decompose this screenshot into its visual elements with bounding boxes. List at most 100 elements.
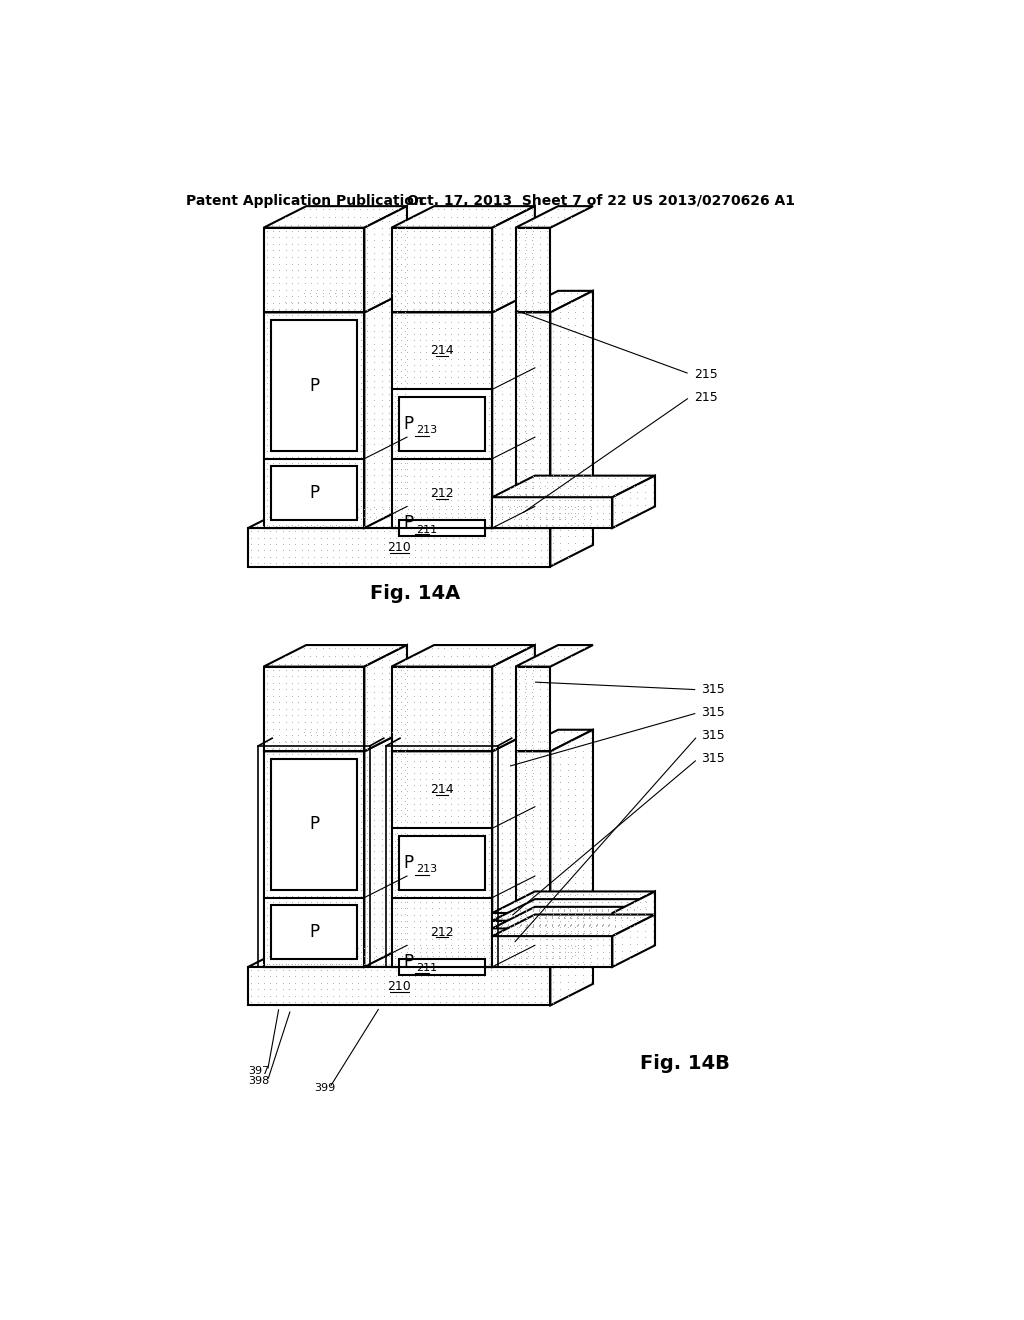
- Point: [455, 282, 471, 304]
- Point: [529, 300, 546, 321]
- Point: [424, 874, 440, 895]
- Point: [396, 211, 413, 232]
- Point: [386, 416, 402, 437]
- Point: [475, 422, 492, 444]
- Point: [303, 692, 319, 713]
- Point: [569, 935, 586, 956]
- Point: [331, 966, 347, 987]
- Point: [524, 694, 541, 715]
- Point: [545, 965, 561, 986]
- Point: [456, 502, 472, 523]
- Point: [545, 873, 561, 894]
- Point: [337, 945, 353, 966]
- Point: [386, 916, 402, 937]
- Point: [317, 507, 334, 528]
- Point: [399, 496, 416, 517]
- Point: [344, 960, 360, 981]
- Point: [530, 477, 547, 498]
- Point: [509, 389, 525, 411]
- Point: [543, 653, 559, 675]
- Point: [545, 772, 561, 793]
- Point: [382, 533, 398, 554]
- Point: [509, 816, 525, 837]
- Point: [346, 198, 362, 219]
- Point: [367, 898, 383, 919]
- Point: [462, 478, 478, 499]
- Point: [294, 973, 310, 994]
- Point: [268, 533, 285, 554]
- Point: [425, 937, 441, 958]
- Point: [406, 781, 422, 803]
- Point: [560, 859, 577, 880]
- Point: [302, 282, 318, 304]
- Point: [520, 966, 537, 987]
- Point: [393, 253, 410, 275]
- Point: [340, 929, 356, 950]
- Point: [560, 891, 577, 912]
- Point: [575, 923, 592, 944]
- Point: [487, 515, 504, 536]
- Point: [487, 515, 504, 536]
- Point: [271, 385, 288, 407]
- Point: [512, 502, 528, 523]
- Point: [517, 701, 534, 722]
- Point: [374, 777, 390, 799]
- Point: [381, 499, 397, 520]
- Point: [290, 867, 306, 888]
- Point: [374, 923, 390, 944]
- Point: [475, 330, 492, 351]
- Point: [462, 781, 478, 803]
- Point: [436, 300, 453, 321]
- Point: [539, 923, 555, 944]
- Point: [494, 223, 510, 244]
- Point: [389, 841, 406, 862]
- Point: [612, 907, 629, 928]
- Point: [461, 206, 477, 227]
- Point: [265, 273, 282, 294]
- Point: [509, 649, 525, 671]
- Point: [544, 484, 560, 506]
- Point: [284, 253, 300, 275]
- Point: [545, 923, 561, 944]
- Point: [518, 484, 535, 506]
- Point: [567, 525, 584, 546]
- Point: [582, 915, 598, 936]
- Point: [450, 227, 466, 248]
- Point: [347, 446, 364, 467]
- Point: [399, 312, 416, 333]
- Point: [284, 465, 300, 486]
- Point: [524, 243, 541, 264]
- Point: [278, 335, 294, 356]
- Point: [424, 781, 440, 803]
- Point: [262, 973, 279, 994]
- Point: [539, 665, 555, 686]
- Point: [499, 915, 515, 936]
- Point: [574, 326, 591, 347]
- Point: [524, 416, 541, 437]
- Point: [583, 944, 599, 965]
- Point: [494, 346, 510, 367]
- Point: [486, 333, 503, 354]
- Point: [517, 685, 534, 706]
- Point: [512, 929, 528, 950]
- Point: [271, 756, 288, 777]
- Point: [552, 378, 568, 399]
- Point: [475, 954, 492, 975]
- Point: [271, 409, 288, 430]
- Point: [302, 198, 318, 219]
- Point: [419, 945, 435, 966]
- Point: [258, 842, 274, 863]
- Point: [499, 908, 515, 929]
- Point: [517, 849, 534, 870]
- Point: [406, 409, 422, 430]
- Point: [425, 954, 441, 975]
- Point: [560, 428, 577, 449]
- Point: [560, 834, 577, 855]
- Point: [539, 830, 555, 851]
- Point: [583, 854, 599, 875]
- Point: [386, 817, 402, 840]
- Point: [475, 478, 492, 499]
- Point: [334, 744, 350, 766]
- Point: [430, 763, 446, 784]
- Point: [480, 738, 497, 759]
